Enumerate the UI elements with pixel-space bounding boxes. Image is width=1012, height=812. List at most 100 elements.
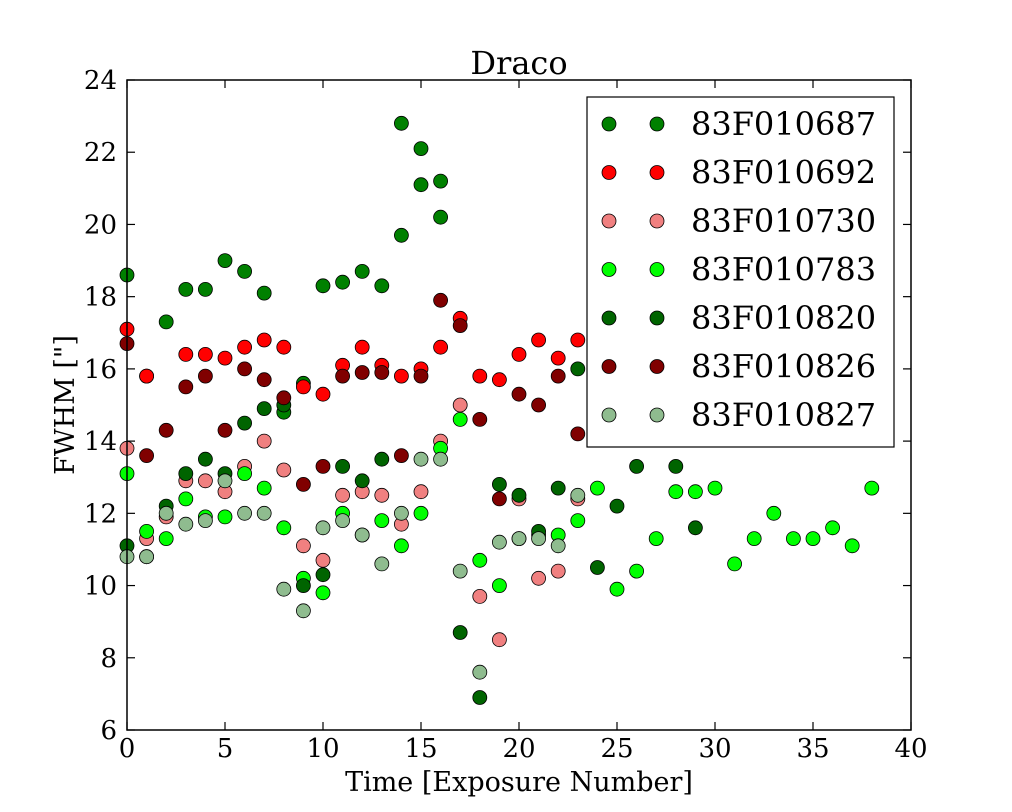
legend-marker — [601, 262, 617, 277]
data-point-83F010826-22 — [550, 368, 566, 384]
data-point-83F010820-15 — [472, 690, 488, 705]
data-point-83F010827-13 — [374, 556, 390, 572]
y-tick-label: 8 — [100, 644, 117, 674]
data-point-83F010827-4 — [197, 513, 213, 528]
legend-label: 83F010687 — [691, 105, 876, 143]
data-point-83F010783-24 — [590, 480, 605, 496]
data-point-83F010783-30 — [707, 480, 723, 496]
data-point-83F010783-15 — [413, 505, 429, 521]
legend-marker — [649, 310, 665, 326]
legend-marker — [649, 213, 665, 229]
legend-marker — [601, 359, 617, 374]
data-point-83F010826-13 — [374, 365, 390, 380]
y-axis: 6 8 10 12 14 16 18 20 22 24 — [84, 66, 911, 746]
data-point-83F010827-22 — [550, 538, 566, 554]
data-point-83F010827-17 — [452, 563, 468, 579]
chart-title: Draco — [470, 44, 567, 82]
data-point-83F010827-10 — [315, 520, 331, 536]
legend-marker — [601, 213, 617, 229]
data-point-83F010783-8 — [276, 520, 292, 536]
data-point-83F010783-2 — [158, 531, 174, 546]
data-point-83F010692-8 — [295, 379, 311, 395]
y-tick-label: 18 — [84, 283, 117, 313]
data-point-83F010827-15 — [413, 451, 429, 467]
data-point-83F010687-16 — [413, 177, 429, 193]
data-point-83F010692-17 — [472, 368, 488, 384]
x-tick-label: 10 — [306, 734, 339, 764]
data-point-83F010827-5 — [217, 473, 233, 489]
data-point-83F010820-20 — [570, 361, 586, 377]
data-point-83F010783-18 — [472, 552, 488, 568]
data-point-83F010827-2 — [158, 505, 174, 521]
data-point-83F010783-31 — [727, 556, 742, 572]
data-point-83F010826-21 — [531, 397, 546, 413]
data-point-83F010687-14 — [393, 115, 409, 131]
data-point-83F010730-18 — [472, 589, 488, 604]
data-point-83F010730-9 — [295, 538, 311, 554]
data-point-83F010783-35 — [805, 531, 821, 546]
data-point-83F010783-14 — [393, 538, 409, 554]
data-point-83F010692-2 — [178, 346, 194, 362]
x-tick-label: 35 — [796, 734, 829, 764]
data-point-83F010826-7 — [256, 372, 272, 388]
y-tick-label: 24 — [84, 66, 117, 96]
data-point-83F010827-7 — [256, 505, 272, 521]
data-point-83F010820-6 — [237, 415, 253, 431]
data-point-83F010687-5 — [217, 253, 233, 269]
data-point-83F010826-6 — [237, 361, 253, 377]
data-point-83F010783-13 — [374, 513, 390, 528]
legend-marker — [601, 165, 617, 180]
data-point-83F010692-5 — [237, 339, 253, 355]
data-point-83F010820-7 — [256, 401, 272, 417]
data-point-83F010820-25 — [688, 520, 703, 536]
data-point-83F010692-19 — [511, 346, 527, 362]
data-point-83F010826-16 — [433, 292, 449, 308]
data-point-83F010820-19 — [550, 480, 566, 496]
data-point-83F010692-21 — [550, 350, 566, 366]
data-point-83F010827-21 — [531, 531, 546, 546]
data-point-83F010783-27 — [648, 531, 664, 546]
data-point-83F010826-10 — [315, 458, 331, 474]
data-point-83F010820-16 — [491, 476, 507, 492]
data-point-83F010783-29 — [688, 484, 703, 500]
data-point-83F010826-9 — [295, 476, 311, 492]
data-point-83F010783-23 — [570, 513, 586, 528]
y-axis-label: FWHM ["] — [50, 335, 81, 475]
data-point-83F010783-19 — [491, 578, 507, 593]
data-point-83F010826-20 — [511, 386, 527, 402]
data-point-83F010826-1 — [139, 448, 155, 464]
data-point-83F010687-12 — [354, 263, 370, 279]
data-point-83F010827-3 — [178, 516, 194, 532]
legend-marker — [649, 165, 665, 180]
data-point-83F010687-4 — [197, 281, 213, 297]
legend-frame — [586, 96, 895, 448]
legend-label: 83F010826 — [691, 348, 876, 386]
data-point-83F010783-37 — [844, 538, 860, 554]
data-point-83F010820-23 — [629, 458, 644, 474]
data-point-83F010827-1 — [139, 549, 155, 565]
y-tick-label: 20 — [84, 210, 117, 240]
legend-marker — [601, 407, 617, 423]
data-point-83F010783-25 — [609, 581, 625, 597]
data-point-83F010827-11 — [335, 513, 351, 528]
data-point-83F010687-2 — [158, 314, 174, 330]
x-axis-label: Time [Exposure Number] — [345, 767, 693, 798]
data-point-83F010692-3 — [197, 346, 213, 362]
data-point-83F010826-5 — [217, 422, 233, 438]
data-point-83F010692-18 — [491, 372, 507, 388]
data-point-83F010692-13 — [393, 368, 409, 384]
data-point-83F010826-17 — [452, 318, 468, 334]
y-tick-label: 16 — [84, 355, 117, 385]
data-point-83F010820-10 — [315, 567, 331, 583]
y-tick-label: 12 — [84, 499, 117, 529]
data-point-83F010692-6 — [256, 332, 272, 348]
data-point-83F010783-36 — [825, 520, 840, 536]
data-point-83F010687-11 — [335, 274, 351, 290]
data-point-83F010783-28 — [668, 484, 684, 500]
legend-marker — [601, 116, 617, 132]
data-point-83F010826-4 — [197, 368, 213, 384]
legend-label: 83F010730 — [691, 202, 876, 240]
data-point-83F010692-4 — [217, 350, 233, 366]
legend-marker — [649, 359, 665, 374]
data-point-83F010687-15 — [413, 141, 429, 157]
